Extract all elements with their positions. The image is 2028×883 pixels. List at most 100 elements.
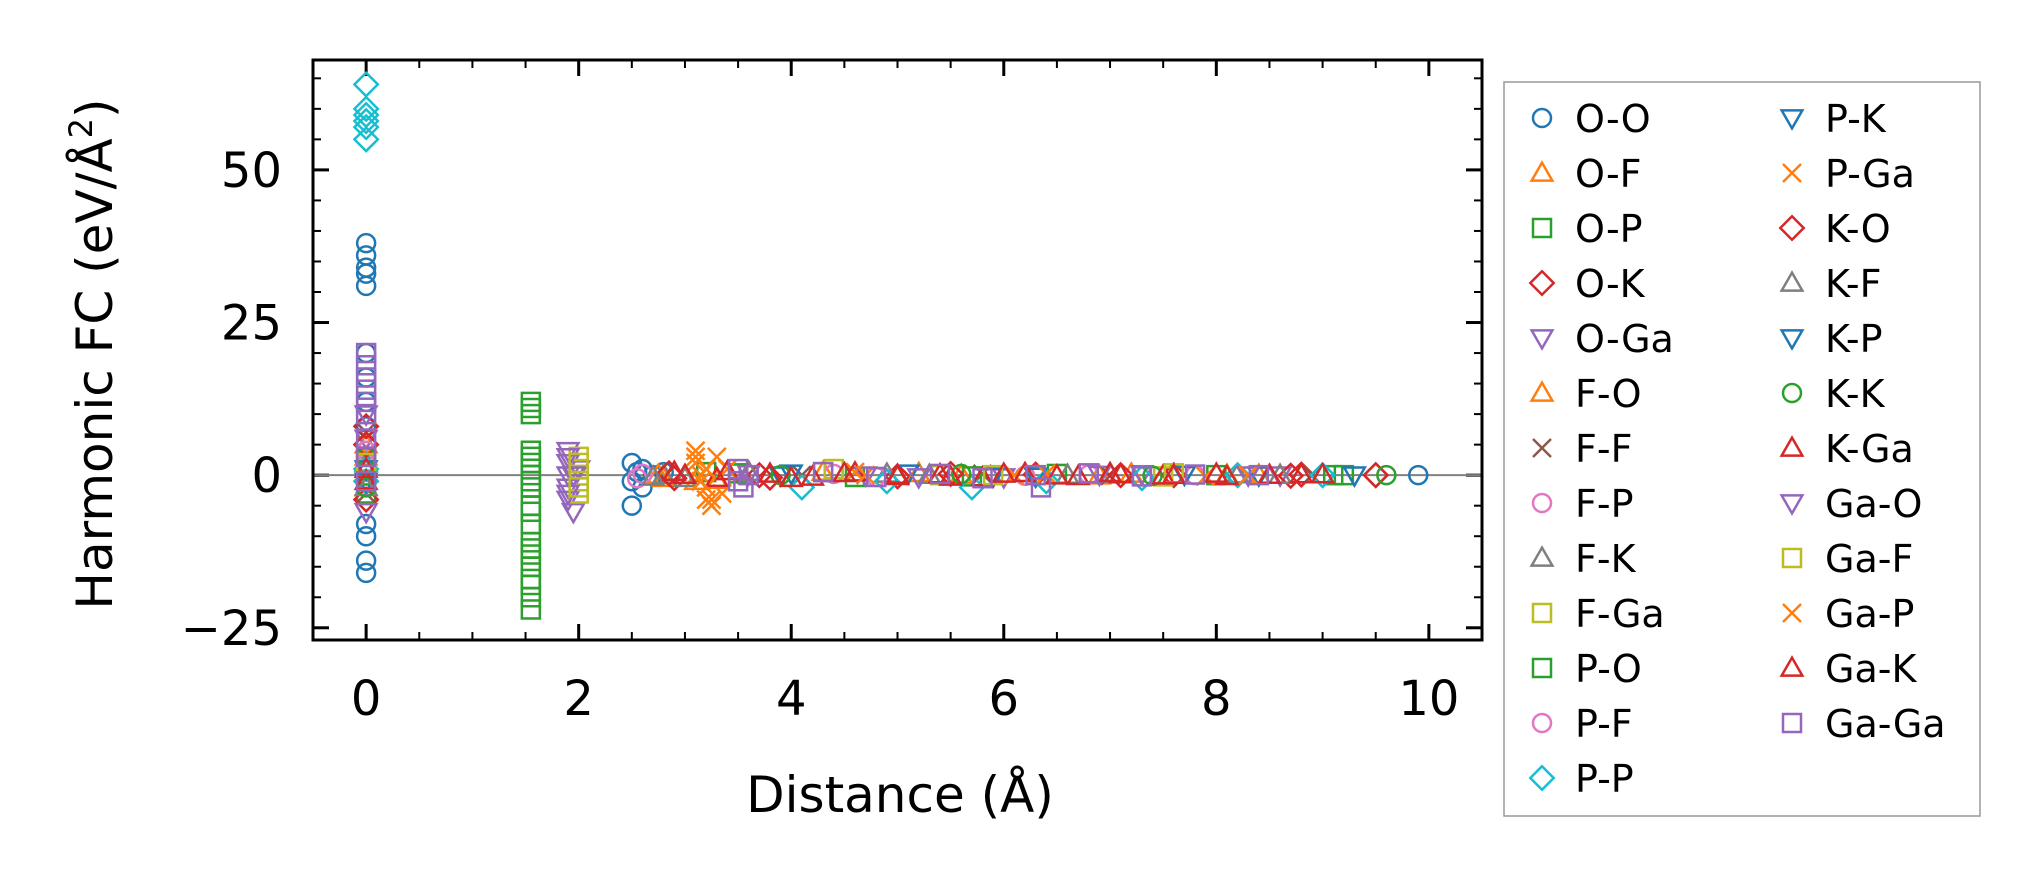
major-ticks [313, 60, 1482, 640]
data-point [621, 495, 643, 516]
data-point [352, 125, 380, 153]
data-point [353, 474, 379, 497]
legend-marker [1531, 217, 1553, 239]
data-point [520, 556, 542, 577]
data-point [353, 468, 379, 491]
legend-item: F-P [1531, 482, 1633, 526]
data-point [520, 538, 542, 559]
legend-item: K-K [1781, 372, 1886, 416]
data-point [823, 458, 844, 480]
data-point [520, 391, 542, 413]
data-point [1341, 466, 1367, 489]
legend-item: O-Ga [1529, 317, 1674, 361]
data-point [691, 471, 711, 492]
legend-item: P-O [1531, 647, 1642, 691]
data-point [701, 489, 722, 510]
data-point [520, 397, 542, 419]
data-point [520, 471, 542, 492]
data-point [520, 495, 542, 516]
legend-item: F-O [1529, 372, 1642, 416]
data-point [661, 459, 687, 482]
legend-label: K-Ga [1825, 427, 1914, 471]
data-point [352, 107, 380, 135]
data-point [982, 464, 1004, 486]
legend-item: Ga-Ga [1781, 702, 1946, 746]
legend-label: Ga-F [1825, 537, 1913, 581]
legend-label: Ga-K [1825, 647, 1917, 691]
data-point [353, 460, 379, 482]
minor-ticks [312, 60, 1483, 640]
legend-item: P-K [1779, 97, 1887, 141]
legend-marker [1531, 602, 1553, 624]
data-point [355, 342, 377, 364]
data-point [972, 467, 993, 489]
data-point [672, 465, 698, 488]
data-point [520, 544, 542, 565]
legend-item: P-F [1531, 702, 1633, 746]
data-point [352, 95, 380, 123]
legend-item: P-Ga [1782, 152, 1915, 196]
legend-marker [1781, 712, 1803, 734]
legend-marker [1529, 380, 1555, 402]
series-Ga-Ga [355, 342, 1270, 498]
series-O-P [355, 391, 1344, 620]
legend-marker [1531, 107, 1553, 129]
data-point [1362, 461, 1390, 489]
legend-item: Ga-P [1782, 592, 1914, 636]
legend-item: Ga-K [1779, 647, 1917, 691]
x-tick-label: 10 [1398, 671, 1459, 727]
data-point [568, 477, 589, 498]
data-point [520, 599, 542, 620]
data-point [355, 355, 377, 376]
plot-area-frame [311, 58, 1484, 642]
data-point [355, 562, 377, 584]
data-point [1322, 464, 1344, 486]
data-point [1309, 461, 1337, 489]
data-point [1025, 464, 1046, 486]
legend-marker [1529, 545, 1555, 567]
data-point [355, 367, 377, 388]
data-point [1288, 461, 1314, 484]
data-point [353, 456, 379, 478]
legend-item: Ga-O [1779, 482, 1922, 526]
data-point [355, 525, 377, 547]
data-point [520, 568, 542, 590]
legend-marker [1781, 547, 1803, 569]
legend-marker [1528, 269, 1556, 297]
legend-label: P-F [1575, 702, 1633, 746]
data-point [520, 452, 542, 474]
legend-label: K-F [1825, 262, 1882, 306]
legend-marker [1779, 435, 1805, 457]
legend-label: K-O [1825, 207, 1891, 251]
y-tick-label: 25 [221, 296, 282, 352]
data-point [355, 232, 377, 254]
data-point [991, 461, 1017, 483]
x-tick-label: 8 [1201, 671, 1232, 727]
legend-label: P-Ga [1825, 152, 1915, 196]
series-P-P [352, 70, 1337, 501]
data-point [355, 513, 377, 535]
data-point [938, 464, 964, 486]
data-point [1214, 463, 1240, 486]
data-point [733, 477, 754, 498]
y-tick-label: 0 [251, 448, 282, 504]
x-tick-label: 2 [563, 671, 594, 727]
data-point [520, 477, 542, 498]
data-point [672, 462, 698, 485]
legend-marker [1531, 657, 1553, 679]
x-tick-label: 0 [351, 671, 382, 727]
data-point [929, 463, 951, 485]
data-point [1086, 465, 1112, 488]
data-point [352, 113, 380, 141]
data-point [1161, 462, 1187, 485]
data-point [1238, 465, 1259, 486]
data-point [1256, 462, 1282, 485]
legend-label: Ga-O [1825, 482, 1922, 526]
data-point [355, 550, 377, 571]
data-point [353, 472, 379, 495]
data-point [353, 405, 379, 427]
data-point [1107, 461, 1135, 489]
data-point [520, 501, 542, 523]
legend-item: O-K [1528, 262, 1646, 306]
y-tick-label: 50 [221, 143, 282, 199]
